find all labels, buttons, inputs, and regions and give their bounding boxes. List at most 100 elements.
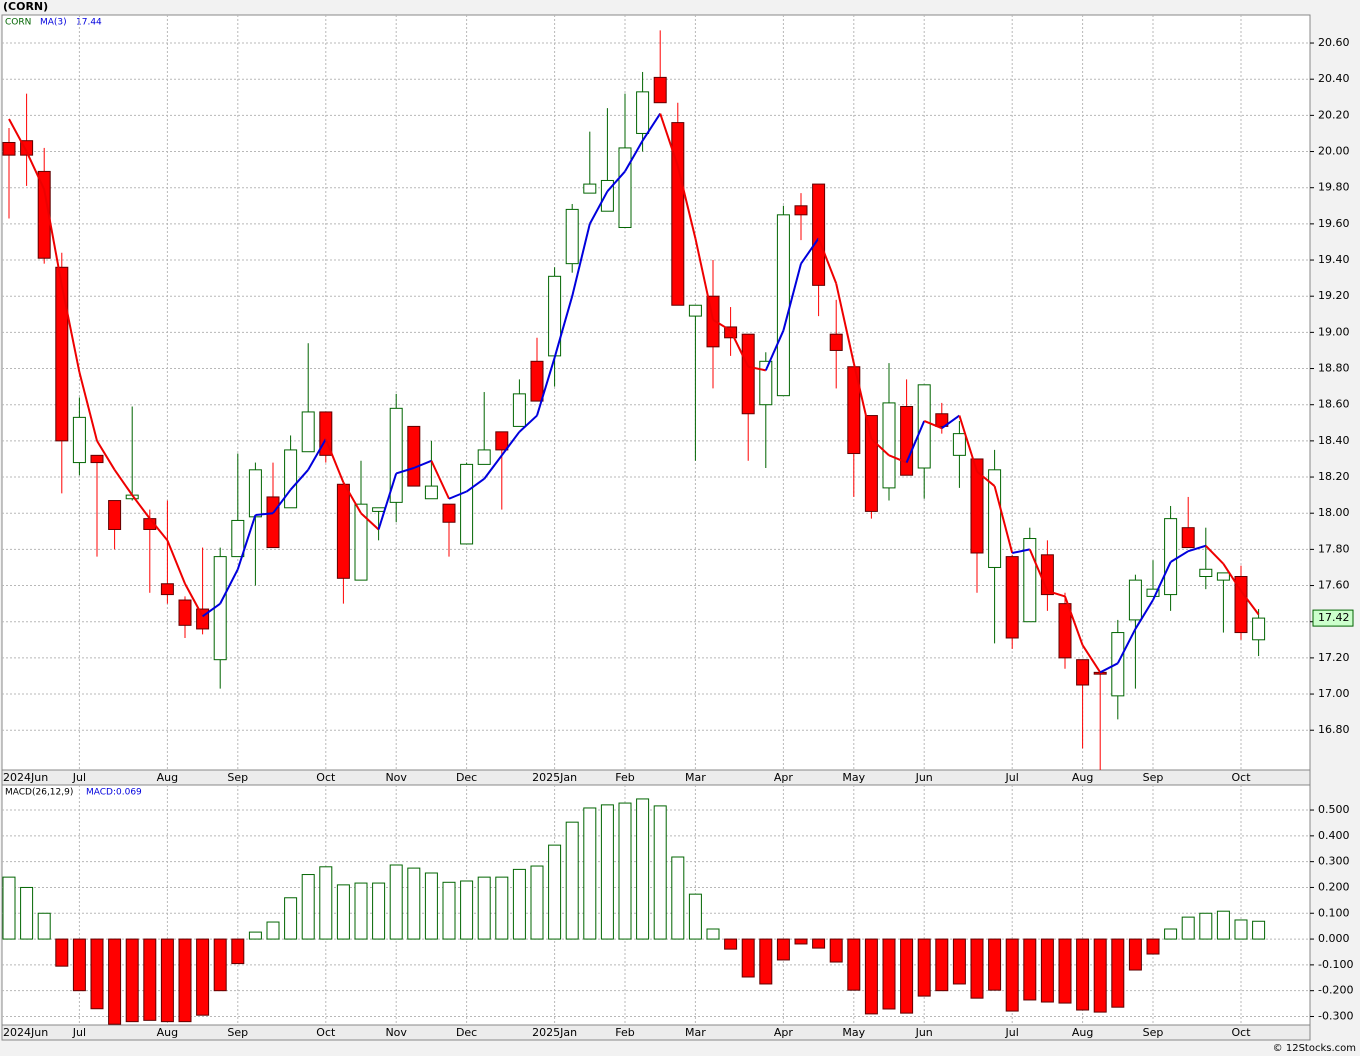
x-tick-label: Sep [1143, 771, 1164, 784]
x-tick-label: Aug [1072, 1026, 1093, 1039]
macd-bar [724, 938, 738, 950]
ma-segment [96, 440, 116, 471]
macd-bar [1146, 938, 1160, 955]
candle-body [108, 500, 122, 530]
ma-segment [324, 438, 345, 483]
ma-segment [1047, 590, 1066, 598]
ma-segment [1170, 550, 1189, 563]
macd-bar [952, 938, 966, 985]
y-tick-label: 17.20 [1318, 651, 1350, 664]
macd-bar [900, 938, 914, 1014]
x-tick-label: Jun [915, 771, 933, 784]
candle-body [952, 433, 966, 456]
x-tick-label: May [842, 771, 865, 784]
ma-segment [835, 283, 855, 364]
candle-body [72, 416, 86, 464]
ma-segment [377, 473, 398, 530]
macd-bar [319, 866, 333, 940]
y-tick-label: 20.40 [1318, 72, 1350, 85]
candle-body [336, 483, 350, 579]
candle-body [988, 469, 1002, 568]
macd-bar [196, 938, 210, 1016]
candle-body [37, 170, 51, 259]
candle-body [776, 214, 790, 397]
macd-bar [864, 938, 878, 1015]
ma-segment [131, 494, 151, 520]
candle-body [935, 413, 949, 427]
candle-body [1023, 538, 1037, 623]
ma-segment [272, 489, 292, 514]
ma-segment [641, 113, 662, 142]
ma-segment [236, 514, 257, 570]
candle-body [1252, 617, 1266, 641]
macd-bar [847, 938, 861, 991]
macd-bar [248, 931, 262, 940]
ma-segment [78, 371, 98, 442]
ma-segment [624, 140, 644, 172]
y-tick-label: 20.20 [1318, 108, 1350, 121]
macd-bar [1040, 938, 1054, 1003]
ma-segment [149, 518, 169, 541]
ma-segment [1134, 599, 1154, 630]
ma-segment [588, 190, 609, 225]
y-tick-label: 18.00 [1318, 506, 1350, 519]
candle-body [688, 304, 702, 317]
y-tick-label: 17.00 [1318, 687, 1350, 700]
macd-bar [407, 867, 421, 940]
ma-segment [923, 420, 943, 430]
macd-bar [1181, 916, 1195, 940]
y-tick-label: 18.60 [1318, 398, 1350, 411]
y-tick-label: 20.60 [1318, 36, 1350, 49]
y-tick-label: 18.80 [1318, 362, 1350, 375]
ma-segment [1187, 544, 1207, 553]
y-tick-label: 18.40 [1318, 434, 1350, 447]
macd-bar [372, 882, 386, 940]
ma-segment [255, 512, 274, 517]
macd-bar [389, 864, 403, 940]
candle-body [407, 425, 421, 487]
candle-body [512, 393, 526, 427]
macd-bar [108, 938, 122, 1025]
x-tick-label: Oct [316, 1026, 336, 1039]
y-tick-label: 20.00 [1318, 145, 1350, 158]
candle-body [653, 76, 667, 104]
macd-bar [424, 872, 438, 940]
y-tick-label: -0.200 [1318, 984, 1353, 997]
candle-body [636, 91, 650, 134]
macd-bar [55, 938, 69, 967]
ma-segment [166, 539, 186, 585]
candle-body [1216, 572, 1230, 581]
macd-bar [1252, 920, 1266, 940]
macd-bar [653, 805, 667, 940]
macd-bar [512, 868, 526, 940]
candle-body [864, 415, 878, 512]
ma-segment [764, 330, 785, 371]
macd-bar [741, 938, 755, 978]
macd-legend: MACD:0.069 [86, 788, 142, 798]
legend-ma: MA(3) [40, 18, 67, 28]
candle-body [618, 147, 632, 228]
ma-segment [536, 357, 556, 416]
x-tick-label: 2025Jan [532, 771, 577, 784]
x-tick-label: May [842, 1026, 865, 1039]
macd-bar [1164, 928, 1178, 940]
macd-bar [354, 882, 368, 940]
ma-segment [307, 438, 327, 471]
candle-body [460, 463, 474, 545]
ma-segment [1116, 628, 1137, 664]
x-tick-label: Apr [774, 771, 794, 784]
ma-segment [1205, 545, 1225, 565]
ma-segment [113, 469, 134, 496]
candle-body [248, 469, 262, 518]
ma-segment [430, 460, 450, 500]
ma-segment [958, 415, 978, 472]
candle-body [583, 183, 597, 194]
candle-body [442, 503, 456, 523]
ma-segment [694, 238, 714, 320]
x-tick-label: Feb [615, 771, 634, 784]
ma-segment [43, 189, 63, 286]
ma-segment [25, 151, 46, 190]
candle-body [354, 503, 368, 581]
candle-body [178, 599, 192, 626]
candle-body [1058, 603, 1072, 659]
